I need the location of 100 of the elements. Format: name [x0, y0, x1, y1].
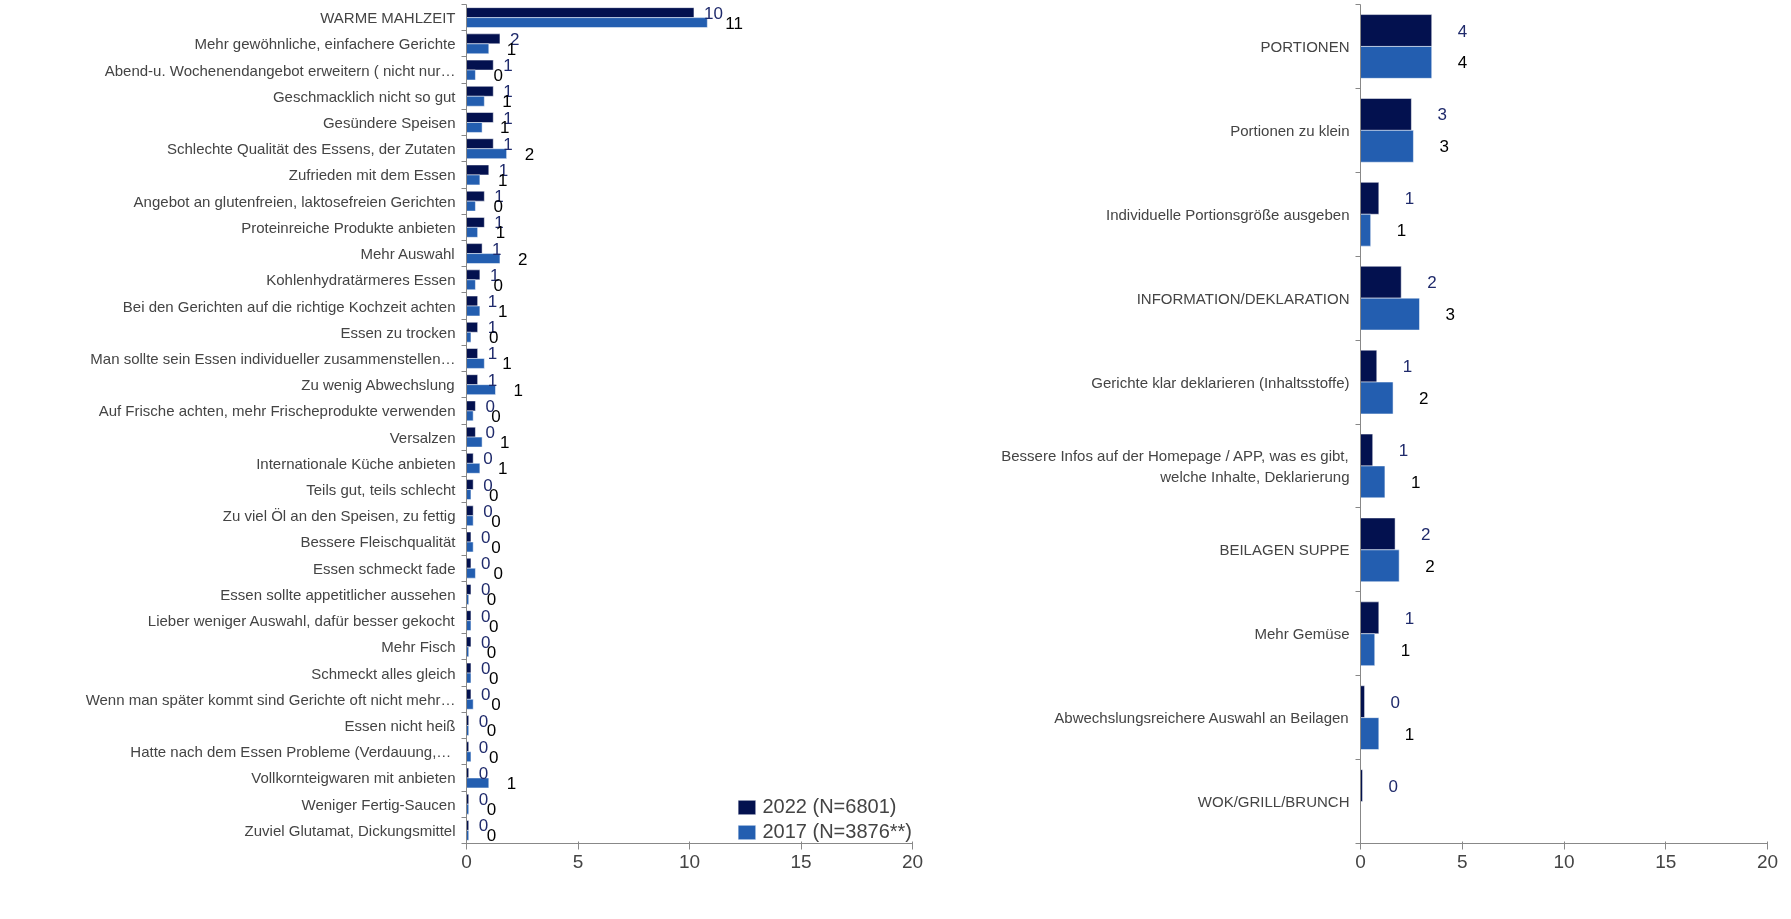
data-label: 0: [491, 537, 501, 557]
y-tick-label: Hatte nach dem Essen Probleme (Verdauung,…: [130, 743, 452, 761]
y-tick-label: Zuviel Glutamat, Dickungsmittel: [244, 821, 456, 839]
x-tick-label: 0: [1355, 850, 1366, 872]
y-tick-label: Abwechslungsreichere Auswahl an Beilagen: [1054, 709, 1349, 727]
data-label: 0: [480, 685, 491, 705]
data-label: 1: [497, 302, 508, 321]
y-tick-label: Zu viel Öl an den Speisen, zu fettig: [222, 507, 456, 525]
data-label: 1: [497, 459, 508, 479]
y-tick-label: Geschmacklich nicht so gut: [272, 87, 457, 105]
data-label: 3: [1445, 305, 1455, 325]
y-tick-label: WOK/GRILL/BRUNCH: [1197, 793, 1350, 811]
y-tick-label: Teils gut, teils schlecht: [306, 481, 457, 499]
data-label: 1: [506, 773, 517, 793]
data-label: 1: [503, 56, 513, 76]
data-label: 0: [491, 511, 501, 531]
y-tick-label: Abend-u. Wochenendangebot erweitern ( nicht nur…: [104, 61, 456, 79]
x-tick-label: 10: [1553, 850, 1575, 872]
legend-label: 2022 (N=6801): [762, 795, 897, 818]
y-tick-label: Zu wenig Abwechslung: [301, 376, 455, 394]
y-tick-label: Angebot an glutenfreien, laktosefreien Gerichten: [133, 192, 456, 210]
y-tick-label: Individuelle Portionsgröße ausgeben: [1106, 205, 1350, 223]
y-tick-label: Portionen zu klein: [1230, 121, 1350, 139]
y-tick-label: Gerichte klar deklarieren (Inhaltsstoffe): [1091, 373, 1350, 391]
y-tick-label: Man sollte sein Essen individueller zusammenstellen…: [90, 349, 456, 367]
data-label: 1: [513, 380, 523, 400]
data-label: 11: [725, 13, 743, 33]
y-tick-label: WARME MAHLZEIT: [320, 9, 456, 27]
y-tick-label: Bessere Infos auf der Homepage / APP, was es gibt, welche Inhalte, Deklarierung: [1001, 447, 1350, 485]
y-tick-label: Versalzen: [389, 428, 456, 446]
x-tick-label: 20: [1756, 850, 1779, 872]
y-tick-label: Mehr gewöhnliche, einfachere Gerichte: [194, 35, 456, 53]
data-label: 0: [483, 449, 493, 469]
x-tick-label: 0: [461, 850, 472, 872]
data-label: 0: [491, 695, 501, 715]
data-label: 0: [488, 747, 499, 767]
y-tick-label: Proteinreiche Produkte anbieten: [241, 218, 456, 236]
y-tick-label: Gesündere Speisen: [322, 113, 456, 131]
data-label: 3: [1439, 137, 1449, 157]
x-tick-label: 10: [678, 850, 701, 872]
data-label: 1: [1398, 441, 1409, 461]
data-label: 0: [493, 66, 503, 86]
y-tick-label: Lieber weniger Auswahl, dafür besser gekocht: [147, 612, 456, 630]
data-label: 1: [502, 354, 512, 374]
data-label: 1: [503, 134, 513, 154]
y-tick-label: Vollkornteigwaren mit anbieten: [251, 769, 456, 787]
y-tick-label: Kohlenhydratärmeres Essen: [266, 271, 456, 289]
data-label: 1: [1402, 357, 1413, 377]
data-label: 1: [1396, 221, 1407, 241]
data-label: 2: [517, 249, 528, 269]
data-label: 1: [1404, 724, 1415, 744]
y-tick-label: Essen schmeckt fade: [312, 559, 456, 577]
data-label: 2: [1421, 524, 1431, 544]
x-tick-label: 5: [572, 850, 584, 872]
data-label: 10: [703, 3, 723, 23]
data-label: 2: [1419, 388, 1429, 408]
y-tick-label: PORTIONEN: [1260, 37, 1350, 55]
y-tick-label: Wenn man später kommt sind Gerichte oft nicht mehr…: [85, 690, 456, 708]
y-tick-label: Mehr Auswahl: [360, 245, 455, 263]
data-label: 1: [1410, 472, 1421, 492]
data-label: 4: [1457, 53, 1468, 73]
y-tick-label: Schmeckt alles gleich: [311, 664, 456, 682]
y-tick-label: Mehr Fisch: [381, 638, 456, 656]
data-label: 2: [1425, 556, 1435, 576]
y-tick-label: Essen nicht heiß: [344, 717, 456, 735]
data-label: 0: [478, 737, 489, 757]
data-label: 1: [1404, 608, 1415, 628]
data-label: 0: [1388, 776, 1398, 796]
data-label: 1: [487, 344, 498, 364]
y-tick-label: Essen zu trocken: [340, 323, 456, 341]
y-tick-label: Auf Frische achten, mehr Frischeprodukte verwenden: [98, 402, 456, 420]
y-tick-label: Weniger Fertig-Saucen: [301, 795, 456, 813]
data-label: 3: [1437, 105, 1447, 125]
y-tick-label: Zufrieden mit dem Essen: [288, 166, 456, 184]
data-label: 1: [487, 292, 498, 312]
data-label: 2: [524, 144, 535, 164]
legend-label: 2017 (N=3876**): [762, 820, 912, 843]
x-tick-label: 20: [901, 850, 924, 872]
y-tick-label: INFORMATION/DEKLARATION: [1136, 289, 1350, 307]
data-label: 0: [493, 564, 503, 584]
data-label: 4: [1457, 21, 1468, 41]
data-label: 0: [483, 501, 493, 521]
data-label: 1: [500, 433, 510, 453]
y-tick-label: Schlechte Qualität des Essens, der Zutaten: [167, 140, 456, 158]
y-tick-label: Mehr Gemüse: [1254, 625, 1350, 643]
y-tick-label: Bei den Gerichten auf die richtige Kochzeit achten: [122, 297, 456, 315]
x-tick-label: 15: [790, 850, 812, 872]
y-tick-label: BEILAGEN SUPPE: [1219, 541, 1350, 559]
data-label: 1: [1404, 189, 1415, 209]
x-tick-label: 5: [1456, 850, 1468, 872]
y-tick-label: Bessere Fleischqualität: [300, 533, 457, 551]
data-label: 2: [1427, 273, 1437, 293]
data-label: 0: [480, 528, 491, 547]
data-label: 0: [480, 554, 491, 574]
y-tick-label: Internationale Küche anbieten: [256, 454, 456, 472]
x-tick-label: 15: [1655, 850, 1677, 872]
data-label: 1: [487, 370, 498, 390]
data-label: 1: [1400, 640, 1411, 660]
data-label: 1: [492, 239, 502, 259]
y-tick-label: Essen sollte appetitlicher aussehen: [220, 585, 456, 603]
